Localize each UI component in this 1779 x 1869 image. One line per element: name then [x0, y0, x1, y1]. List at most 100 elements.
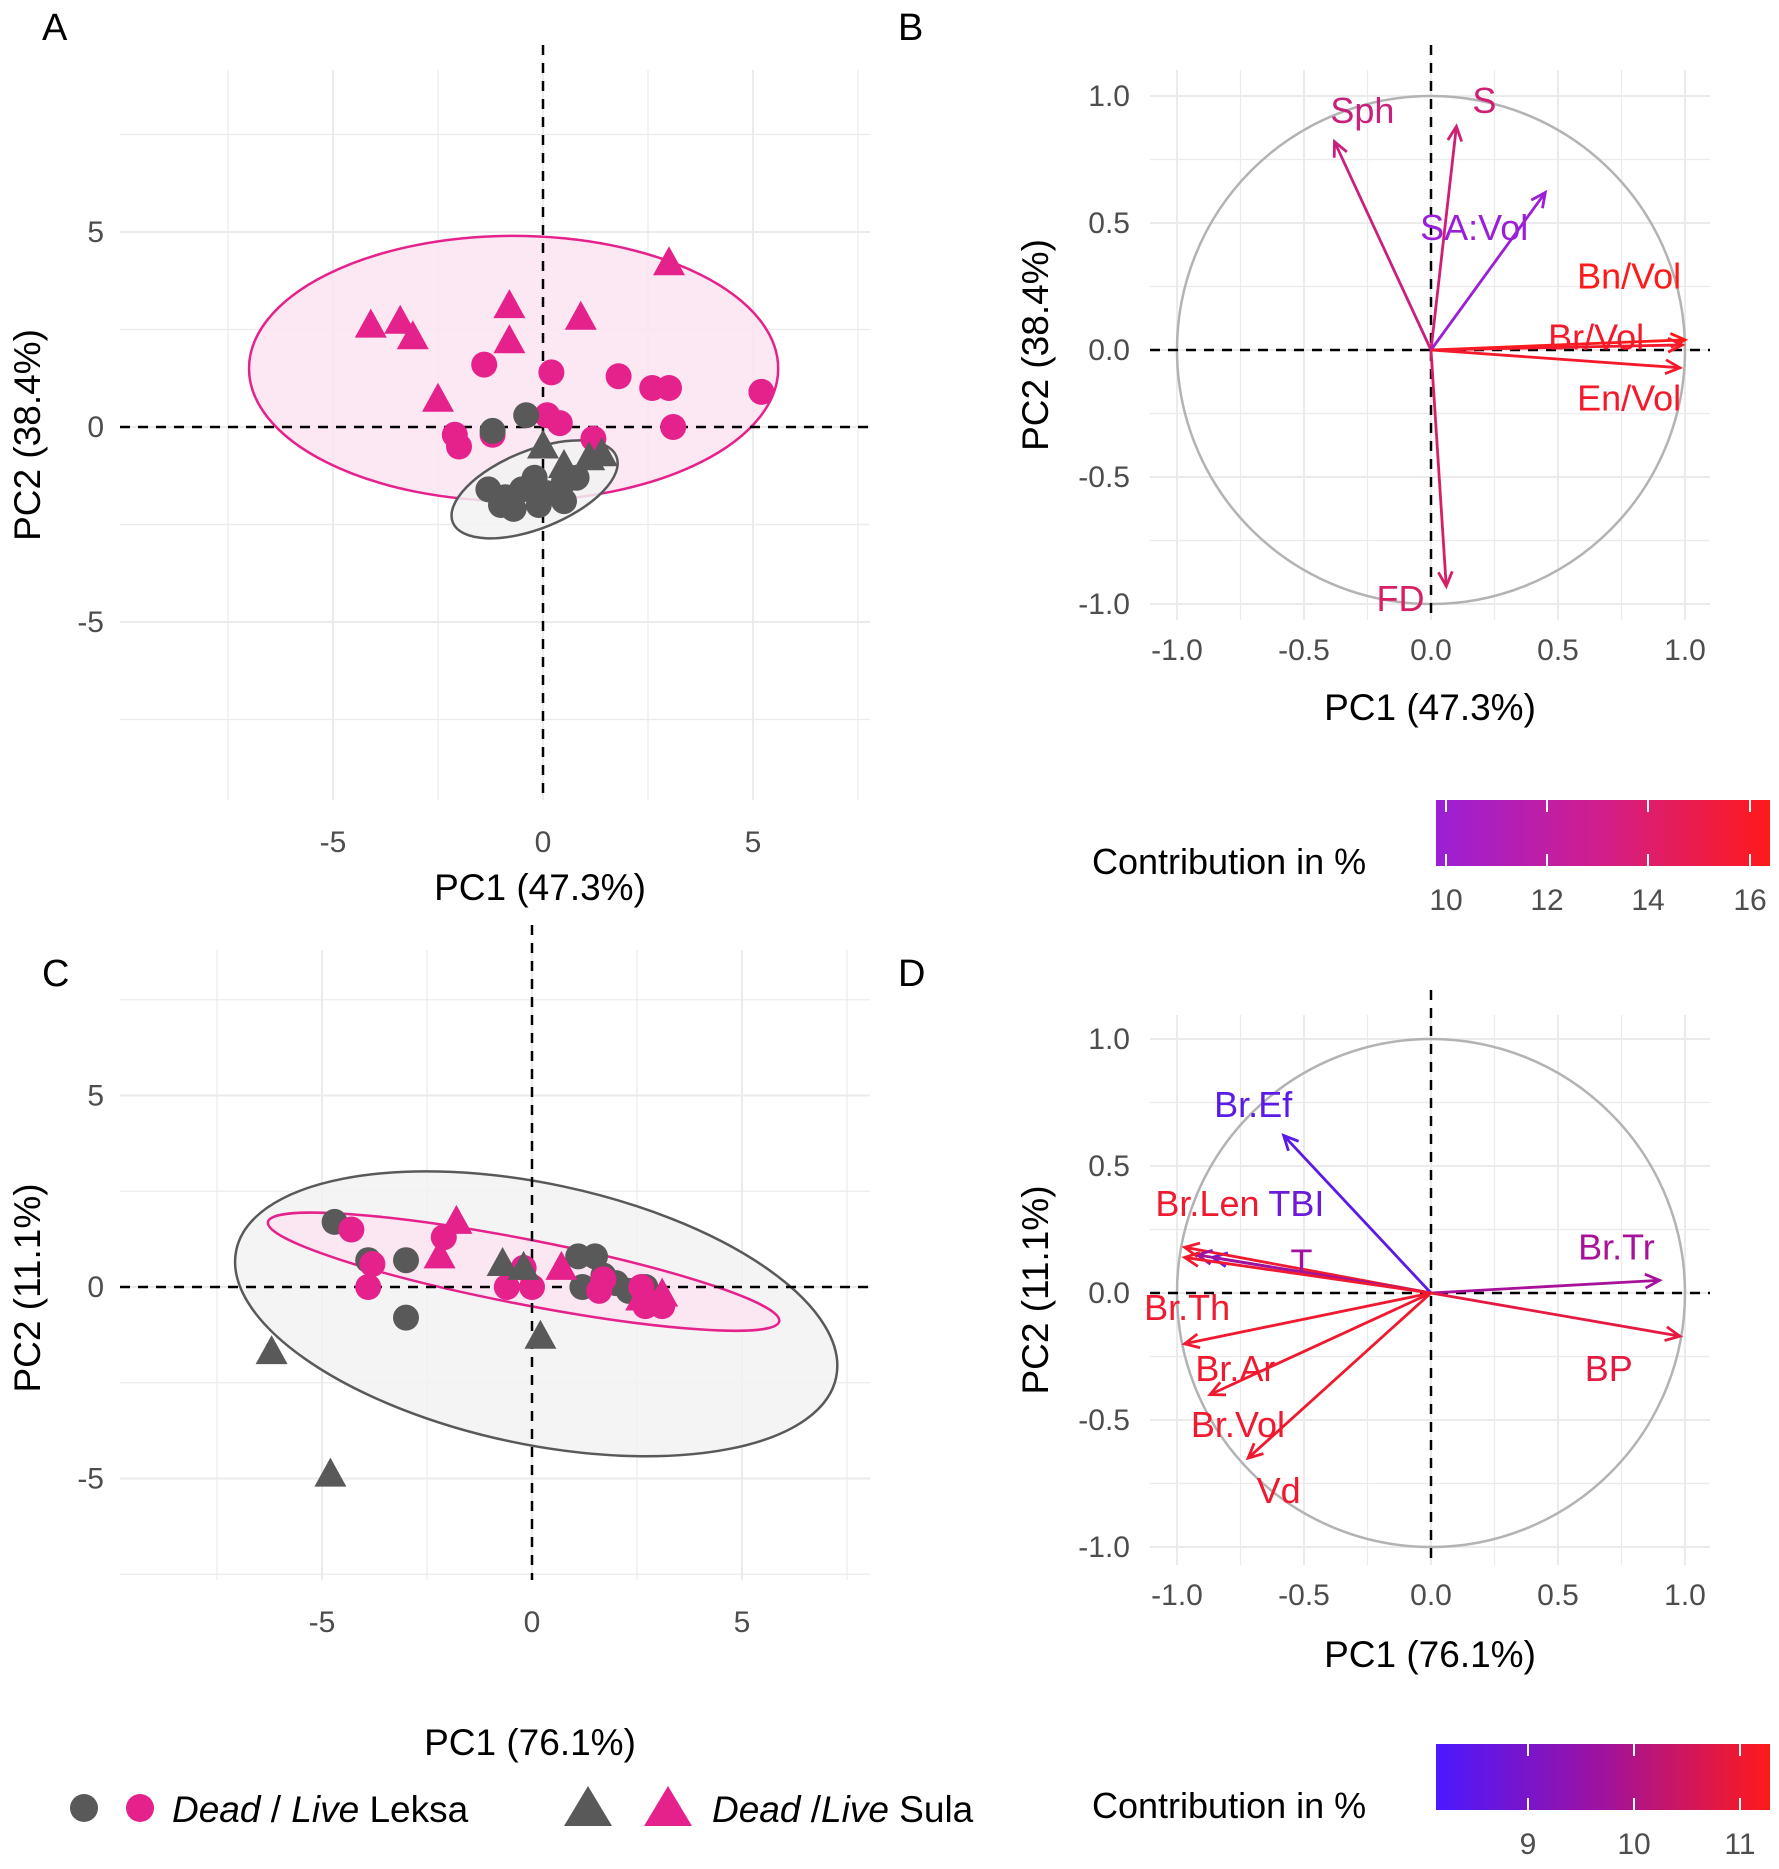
- panel-d-y-tick-label: 0.0: [1088, 1277, 1130, 1310]
- panel-b-y-tick-label: -1.0: [1078, 588, 1130, 621]
- vector-en-vol-label: En/Vol: [1577, 377, 1681, 418]
- point-dead-sula: [527, 429, 559, 459]
- colorbar-b-tick-label: 16: [1733, 884, 1766, 917]
- colorbar-b-ticks: 10 12 14 16: [1429, 800, 1767, 917]
- point-live-leksa: [338, 1216, 365, 1243]
- point-dead-sula: [314, 1457, 347, 1487]
- colorbar-b: Contribution in % 10 12 14 16: [1092, 800, 1770, 917]
- colorbar-d-ticks: 9 10 11: [1520, 1744, 1756, 1861]
- vector-br-vol-label: Br/Vol: [1548, 316, 1644, 357]
- point-dead-sula: [486, 1247, 519, 1277]
- point-live-sula: [545, 1250, 578, 1280]
- colorbar-b-bar: [1436, 800, 1770, 866]
- colorbar-b-tick-label: 14: [1631, 884, 1664, 917]
- point-live-leksa: [586, 1277, 613, 1304]
- colorbar-d-tick-label: 11: [1724, 1828, 1755, 1861]
- panel-a-y-tick-label: 5: [87, 216, 104, 249]
- colorbar-b-tick-label: 12: [1530, 884, 1563, 917]
- vector-s-arrowhead: [1446, 123, 1464, 143]
- vector-br-tr: [1430, 1278, 1660, 1295]
- point-live-sula: [646, 1277, 679, 1307]
- point-live-sula: [422, 382, 454, 412]
- point-dead-leksa: [513, 402, 540, 429]
- point-dead-leksa: [479, 417, 506, 444]
- vector-s: [1429, 126, 1458, 351]
- panel-b-y-tick-label: -0.5: [1078, 461, 1130, 494]
- vector-sa-vol-label: SA:Vol: [1420, 207, 1528, 248]
- panel-d-x-axis-title: PC1 (76.1%): [1324, 1634, 1536, 1675]
- vector-sph-arrowhead: [1332, 138, 1348, 158]
- panel-label-b: B: [898, 7, 923, 49]
- panel-c-y-tick-label: 5: [87, 1080, 104, 1113]
- vector-fd: [1429, 349, 1448, 587]
- panel-a-scatter: -5 0 5 -5 0 5 PC1 (47.3%) PC2 (38.4%): [7, 45, 870, 908]
- panel-b-x-tick-label: 1.0: [1664, 634, 1706, 667]
- legend-sula-label: Dead /Live Sula: [712, 1789, 974, 1830]
- point-dead-sula: [507, 1250, 540, 1280]
- legend-dead-sula-marker: [564, 1786, 612, 1826]
- point-live-leksa: [359, 1251, 386, 1278]
- colorbar-b-tick-label: 10: [1429, 884, 1462, 917]
- vector-fd-label: FD: [1377, 578, 1425, 619]
- panel-label-c: C: [42, 953, 69, 995]
- panel-b-y-axis-title: PC2 (38.4%): [1015, 239, 1056, 451]
- point-dead-leksa: [393, 1247, 419, 1274]
- vector-br-ef-label: Br.Ef: [1214, 1084, 1293, 1125]
- point-live-leksa: [546, 410, 573, 437]
- point-dead-leksa: [551, 488, 577, 515]
- point-dead-sula: [524, 1319, 557, 1349]
- panel-b-y-tick-label: 0.0: [1088, 334, 1130, 367]
- panel-d-y-tick-label: 1.0: [1088, 1023, 1130, 1056]
- panel-c-x-axis-title: PC1 (76.1%): [424, 1722, 636, 1763]
- vector-br-th-label: Br.Th: [1144, 1287, 1230, 1328]
- vector-br-vol-arrowhead: [1667, 336, 1686, 354]
- colorbar-d-tick-label: 9: [1520, 1828, 1537, 1861]
- panel-b-y-tick-label: 1.0: [1088, 80, 1130, 113]
- vector-br-ef: [1282, 1134, 1433, 1294]
- point-live-sula: [653, 246, 685, 276]
- panel-a-x-tick-label: -5: [320, 826, 347, 859]
- vector-br-tr-label: Br.Tr: [1578, 1226, 1655, 1267]
- panel-label-d: D: [898, 953, 925, 995]
- colorbar-d-title: Contribution in %: [1092, 1785, 1366, 1826]
- panel-c-y-tick-label: 0: [87, 1271, 104, 1304]
- panel-d-y-tick-label: -1.0: [1078, 1531, 1130, 1564]
- colorbar-d-tick-label: 10: [1617, 1828, 1650, 1861]
- colorbar-b-title: Contribution in %: [1092, 841, 1366, 882]
- vector-br-vol: [1209, 1291, 1432, 1396]
- panel-d-x-tick-label: -0.5: [1278, 1579, 1330, 1612]
- panel-c-x-tick-label: -5: [309, 1606, 336, 1639]
- panel-d-x-tick-label: 0.5: [1537, 1579, 1579, 1612]
- panel-b-vectors: -1.0 -0.5 0.0 0.5 1.0 1.0 0.5 0.0 -0.5 -1.0 Sph S SA…: [1015, 45, 1710, 728]
- panel-b-x-tick-label: 0.0: [1410, 634, 1452, 667]
- point-live-sula: [564, 300, 597, 330]
- point-dead-leksa: [500, 495, 527, 522]
- panel-c-scatter: -5 0 5 -5 0 5 PC1 (76.1%) PC2 (11.1%): [7, 925, 870, 1763]
- point-live-leksa: [538, 359, 565, 386]
- point-live-leksa: [605, 363, 632, 390]
- point-live-leksa: [519, 1274, 545, 1300]
- vector-vd-arrowhead: [1245, 1442, 1264, 1461]
- point-dead-leksa: [525, 492, 552, 518]
- vector-br-th-arrowhead: [1181, 1251, 1201, 1268]
- panel-d-x-tick-label: 1.0: [1664, 1579, 1706, 1612]
- point-live-leksa: [355, 1274, 382, 1300]
- panel-label-a: A: [42, 7, 68, 49]
- panel-d-y-tick-label: -0.5: [1078, 1404, 1130, 1437]
- vector-sa-vol-arrowhead: [1530, 189, 1548, 209]
- point-live-sula: [440, 1204, 473, 1234]
- point-dead-sula: [585, 437, 618, 467]
- vector-s-label: S: [1472, 80, 1496, 121]
- panel-b-y-tick-label: 0.5: [1088, 207, 1130, 240]
- legend-live-leksa-marker: [126, 1794, 154, 1822]
- point-live-sula: [493, 289, 526, 319]
- panel-d-y-axis-title: PC2 (11.1%): [1015, 1185, 1056, 1394]
- vector-bp-arrowhead: [1664, 1325, 1684, 1342]
- group-legend: Dead / Live Leksa Dead /Live Sula: [70, 1786, 974, 1830]
- vector-vd: [1247, 1291, 1432, 1460]
- vector-fd-arrowhead: [1437, 570, 1454, 590]
- point-live-leksa: [471, 351, 498, 378]
- point-live-sula: [493, 324, 526, 354]
- legend-leksa-label: Dead / Live Leksa: [172, 1789, 469, 1830]
- panel-a-x-tick-label: 0: [535, 826, 552, 859]
